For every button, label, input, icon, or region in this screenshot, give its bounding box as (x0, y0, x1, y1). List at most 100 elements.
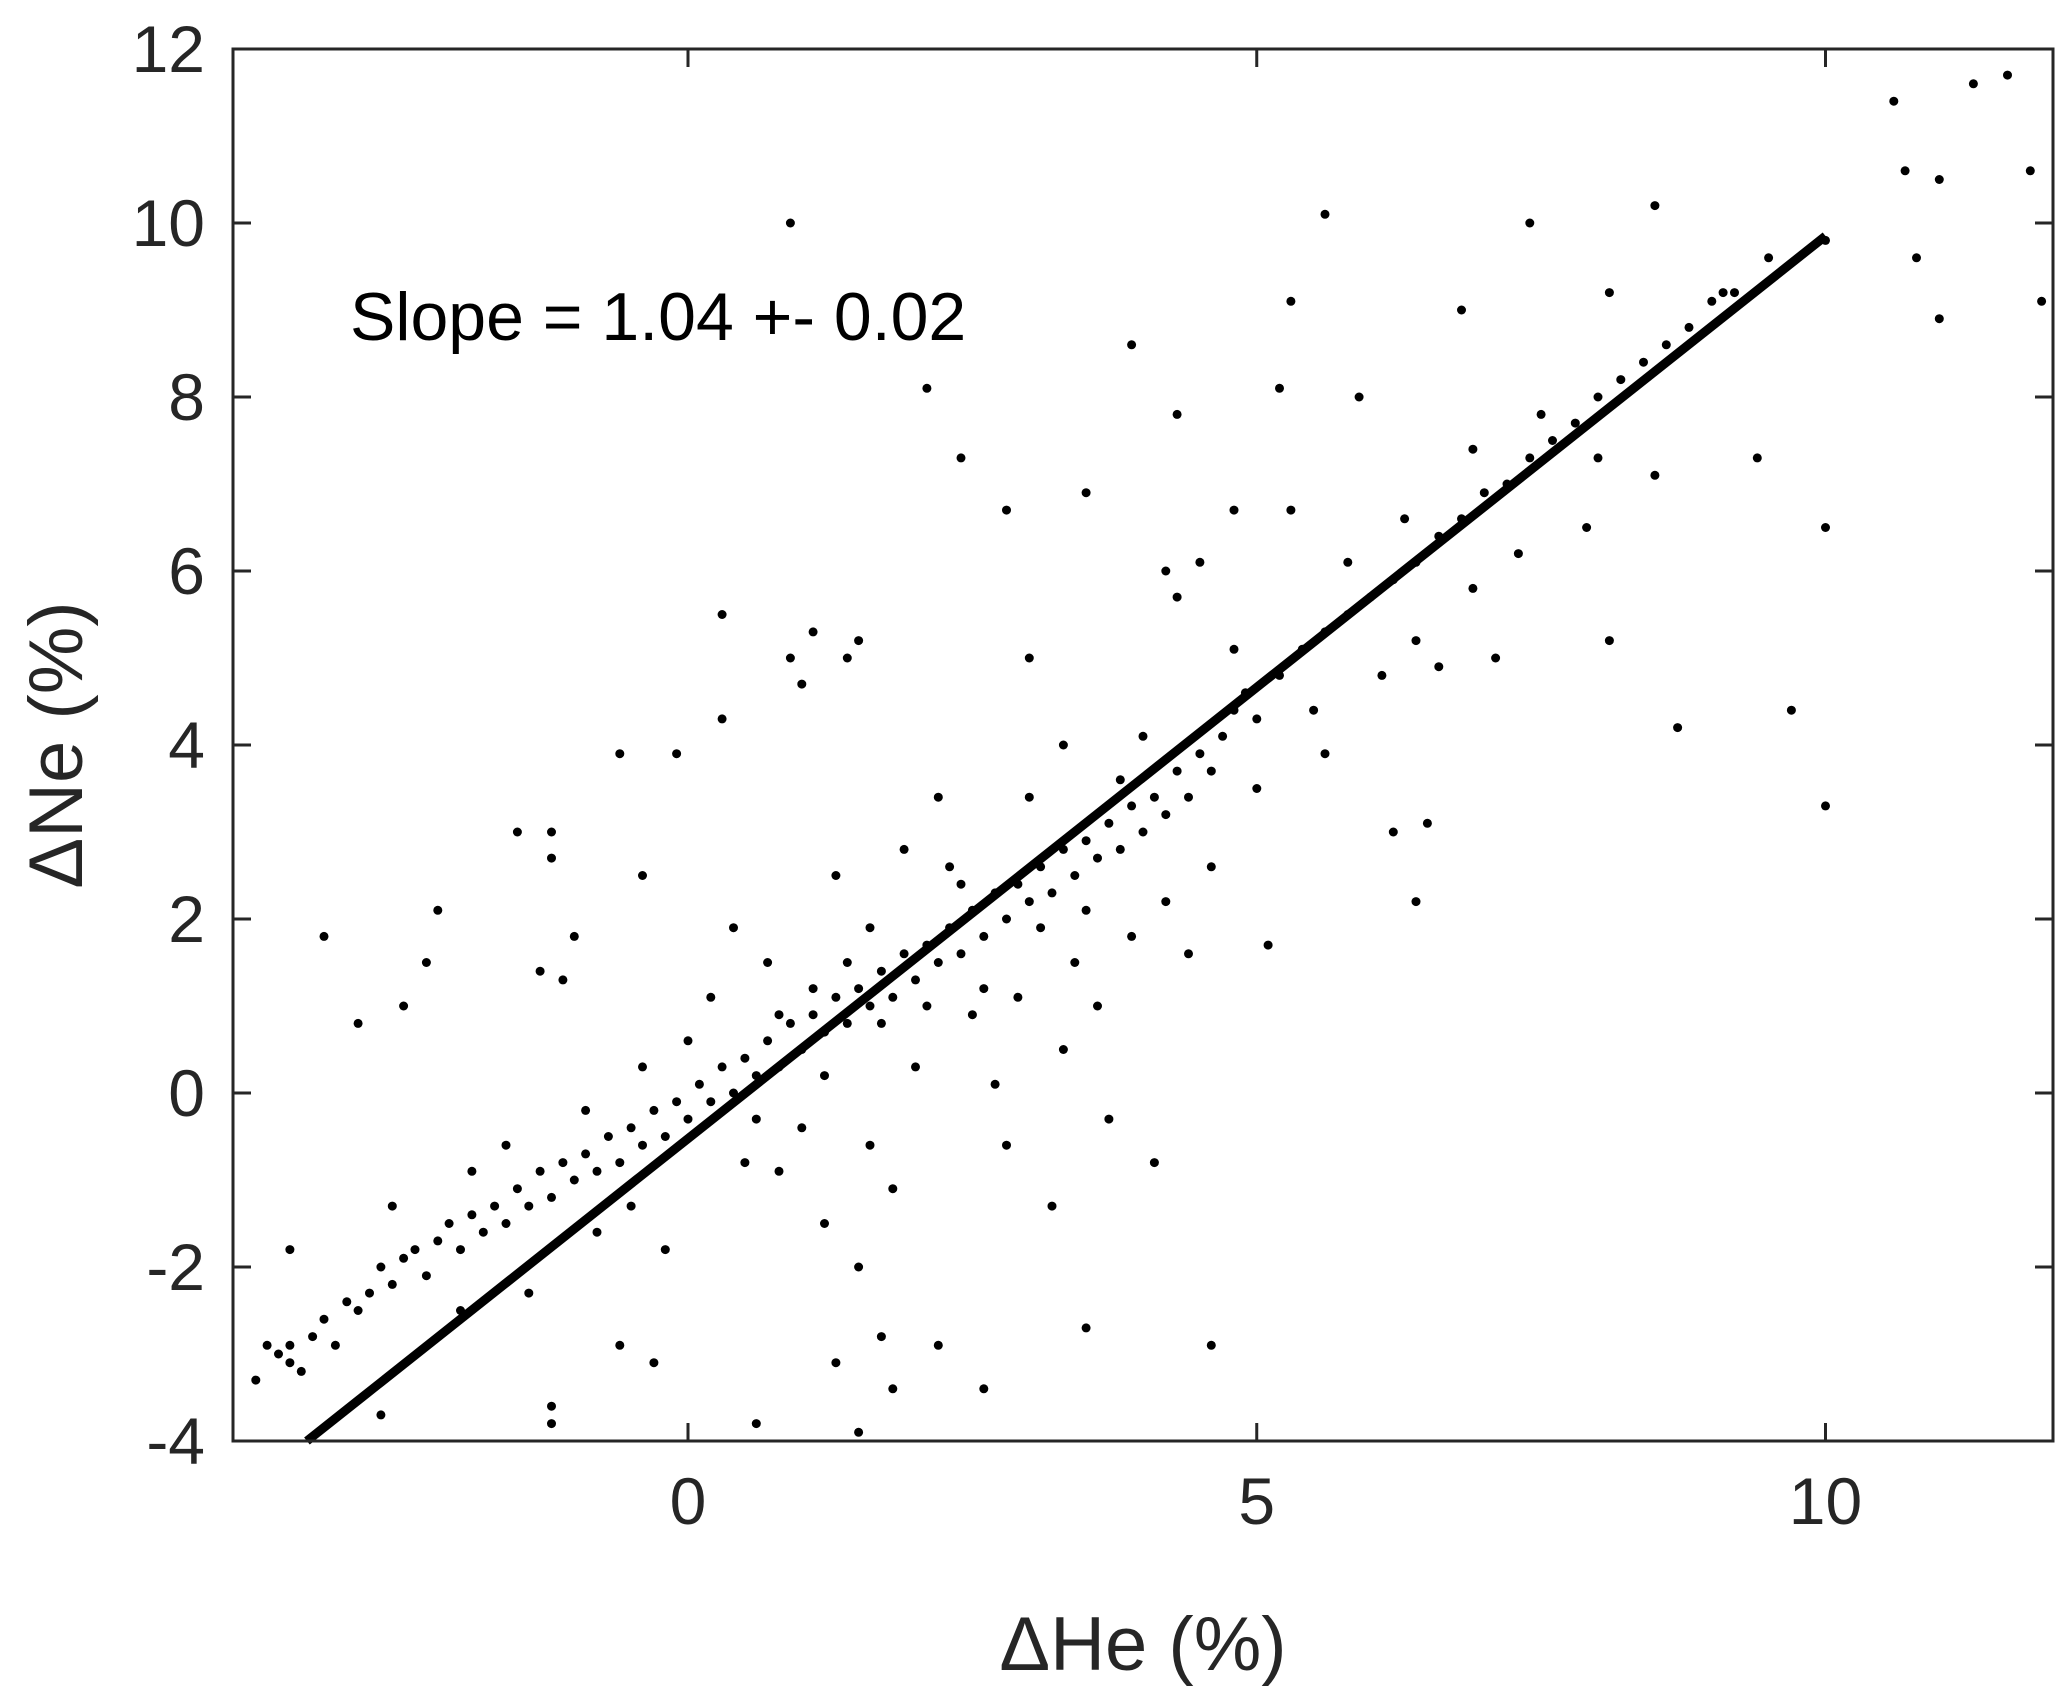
data-point (865, 1001, 875, 1011)
data-point (1024, 897, 1034, 907)
data-point (478, 1227, 488, 1237)
data-point (797, 1123, 807, 1133)
data-point (1024, 792, 1034, 802)
data-point (1138, 731, 1148, 741)
data-point (751, 1114, 761, 1124)
y-tick-label: -2 (146, 1230, 205, 1304)
data-point (1252, 714, 1262, 724)
data-point (592, 1166, 602, 1176)
data-point (1149, 1158, 1159, 1168)
data-point (467, 1166, 477, 1176)
data-point (979, 984, 989, 994)
data-point (842, 958, 852, 967)
data-point (1639, 357, 1648, 367)
data-point (547, 1419, 556, 1429)
data-point (251, 1375, 261, 1385)
data-point (1013, 992, 1023, 1002)
data-point (1127, 340, 1137, 350)
x-axis-label: ΔHe (%) (999, 1602, 1286, 1687)
data-point (706, 992, 716, 1002)
data-point (1161, 566, 1171, 576)
data-point (581, 1149, 591, 1159)
data-point (979, 931, 989, 941)
data-point (1536, 409, 1546, 419)
data-point (2025, 166, 2035, 176)
data-point (831, 871, 841, 880)
data-point (672, 1097, 682, 1107)
data-point (956, 949, 966, 959)
y-axis-label: ΔNe (%) (14, 601, 99, 888)
data-point (603, 1132, 613, 1141)
data-point (945, 862, 955, 872)
data-point (1229, 644, 1239, 654)
data-point (785, 218, 795, 228)
data-point (1161, 897, 1171, 907)
data-point (1650, 470, 1660, 480)
data-point (2003, 70, 2012, 80)
data-point (1411, 636, 1421, 646)
data-point (353, 1306, 363, 1315)
data-point (717, 1062, 727, 1072)
data-point (1127, 801, 1137, 811)
data-point (421, 958, 431, 967)
data-point (1047, 1201, 1057, 1211)
data-point (1513, 549, 1523, 559)
data-point (1138, 827, 1148, 837)
data-point (1161, 810, 1171, 820)
regression-line (304, 232, 1829, 1445)
data-point (387, 1201, 397, 1211)
data-point (1206, 862, 1216, 872)
data-point (501, 1140, 511, 1150)
data-point (547, 1192, 556, 1202)
data-point (467, 1210, 477, 1220)
data-point (524, 1201, 534, 1211)
data-point (1889, 96, 1899, 106)
y-tick-label: 10 (132, 186, 205, 260)
data-point (1002, 505, 1011, 515)
data-point (911, 1062, 920, 1072)
data-point (433, 905, 443, 915)
data-point (1468, 444, 1478, 454)
data-point (1434, 662, 1444, 672)
data-point (899, 844, 909, 854)
data-point (490, 1201, 500, 1211)
data-point (831, 1358, 841, 1368)
data-point (1593, 392, 1603, 402)
data-point (581, 1105, 591, 1115)
data-point (922, 1001, 932, 1011)
data-point (1320, 749, 1330, 759)
data-point (1764, 253, 1774, 263)
data-point (285, 1340, 295, 1350)
data-point (933, 958, 943, 967)
data-point (820, 1071, 829, 1081)
data-point (865, 1140, 875, 1150)
data-point (1115, 844, 1125, 854)
data-point (1286, 296, 1296, 306)
y-tick-label: 12 (132, 12, 205, 86)
data-point (808, 984, 818, 994)
data-point (683, 1114, 693, 1124)
data-point (638, 871, 647, 880)
data-point (1081, 836, 1091, 846)
data-point (774, 1010, 784, 1020)
data-point (1570, 418, 1580, 428)
data-point (706, 1097, 716, 1107)
data-point (899, 949, 909, 959)
data-point (615, 749, 625, 759)
data-point (1149, 792, 1159, 802)
data-point (1081, 1323, 1091, 1333)
data-point (854, 984, 864, 994)
data-point (319, 931, 329, 941)
y-tick-label: 2 (168, 882, 205, 956)
data-point (683, 1036, 693, 1046)
data-point (1548, 436, 1557, 445)
data-point (1047, 888, 1057, 898)
data-point (262, 1340, 272, 1350)
data-point (763, 958, 773, 967)
data-point (1650, 201, 1660, 211)
data-point (1309, 705, 1319, 715)
data-point (1093, 1001, 1102, 1011)
data-point (1115, 775, 1125, 785)
y-tick-label: 4 (168, 708, 205, 782)
